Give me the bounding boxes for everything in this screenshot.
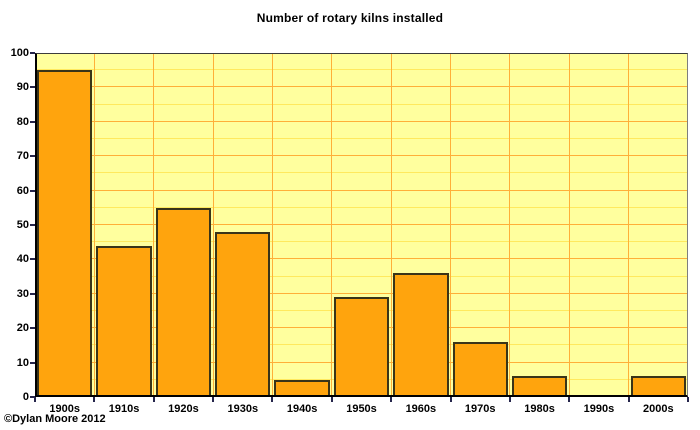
gridline-minor [35, 241, 688, 243]
bar-1980s [511, 376, 568, 397]
gridline-vertical [271, 53, 273, 397]
bar-1930s [215, 232, 271, 397]
gridline-minor [35, 103, 688, 105]
bar-1950s [333, 297, 390, 397]
y-axis-label: 80 [16, 115, 29, 128]
x-axis-label-2000s: 2000s [643, 403, 674, 415]
gridline-minor [35, 138, 688, 139]
x-axis-label-1960s: 1960s [405, 403, 437, 415]
gridline-minor [35, 206, 688, 208]
gridline-vertical [450, 53, 452, 397]
x-axis-tick [330, 397, 333, 402]
x-axis-tick [93, 397, 96, 402]
x-axis-tick [271, 397, 274, 402]
y-axis-tick [30, 52, 35, 54]
y-axis-tick [30, 189, 35, 192]
bar-1960s [393, 273, 449, 397]
gridline-major [35, 224, 688, 225]
gridline-major [35, 189, 688, 191]
x-axis-label-1900s: 1900s [49, 403, 80, 415]
x-axis-tick [390, 397, 393, 402]
gridline-minor [35, 275, 688, 277]
bar-1910s [96, 246, 152, 397]
bar-1900s [37, 70, 93, 397]
y-axis-label: 90 [16, 81, 29, 94]
gridline-vertical [331, 53, 333, 397]
y-axis-label: 70 [16, 150, 29, 163]
bar-1920s [155, 208, 212, 397]
gridline-major [35, 86, 688, 88]
gridline-vertical [153, 53, 155, 397]
gridline-vertical [390, 53, 392, 397]
y-axis-tick [30, 258, 35, 261]
gridline-major [35, 155, 688, 157]
x-axis-label-1990s: 1990s [583, 403, 615, 415]
y-axis-label: 60 [16, 184, 29, 197]
chart-title: Number of rotary kilns installed [256, 11, 444, 25]
y-axis-tick [30, 86, 35, 89]
bar-1940s [274, 380, 330, 397]
gridline-major [35, 258, 688, 260]
copyright-text: ©Dylan Moore 2012 [4, 413, 106, 425]
y-axis-tick [30, 292, 35, 295]
x-axis-tick [34, 397, 36, 402]
x-axis-tick [212, 397, 215, 402]
x-axis-label-1930s: 1930s [227, 403, 259, 415]
x-axis-tick [687, 397, 689, 402]
x-axis-tick [508, 397, 511, 402]
bar-2000s [630, 376, 686, 397]
gridline-vertical [568, 53, 570, 397]
gridline-vertical [212, 53, 214, 397]
x-axis-label-1980s: 1980s [524, 403, 555, 415]
x-axis-label-1940s: 1940s [286, 403, 318, 415]
x-axis-tick [152, 397, 155, 402]
gridline-minor [35, 172, 688, 174]
y-axis-label: 40 [16, 253, 29, 266]
y-axis-tick [30, 155, 35, 158]
bar-1970s [452, 342, 508, 397]
gridline-major [35, 120, 688, 122]
y-axis-tick [30, 396, 35, 398]
x-axis-label-1910s: 1910s [108, 403, 140, 415]
y-axis-label: 100 [10, 47, 29, 59]
gridline-major [35, 292, 688, 294]
x-axis-label-1920s: 1920s [168, 403, 199, 415]
gridline-minor [35, 69, 688, 71]
y-axis-tick [30, 327, 35, 330]
x-axis-tick [449, 397, 452, 402]
y-axis-tick [30, 120, 35, 123]
x-axis-tick [568, 397, 571, 402]
y-axis-label: 0 [22, 391, 29, 403]
y-axis-label: 10 [16, 356, 29, 369]
x-axis-label-1950s: 1950s [346, 403, 377, 415]
y-axis-label: 50 [16, 219, 29, 231]
y-axis-label: 30 [16, 287, 29, 300]
plot-area [35, 53, 688, 397]
x-axis-tick [627, 397, 630, 402]
gridline-vertical [628, 53, 630, 397]
x-axis-label-1970s: 1970s [464, 403, 496, 415]
y-axis-label: 20 [16, 322, 29, 335]
gridline-vertical [93, 53, 95, 397]
y-axis-tick [30, 361, 35, 364]
gridline-vertical [509, 53, 511, 397]
y-axis-tick [30, 224, 35, 226]
